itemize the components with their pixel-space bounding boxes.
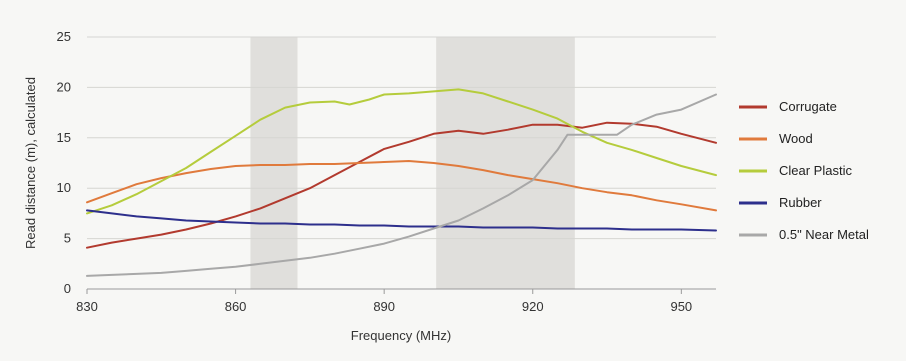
legend-label: Wood: [779, 131, 813, 146]
shaded-bands: [250, 37, 575, 289]
y-tick-label: 20: [57, 79, 71, 94]
x-tick-label: 950: [670, 299, 692, 314]
x-tick-label: 830: [76, 299, 98, 314]
y-tick-label: 15: [57, 130, 71, 145]
legend-label: 0.5" Near Metal: [779, 227, 869, 242]
series-line-0: [86, 121, 717, 249]
series-line-3: [86, 209, 717, 232]
shaded-band-1: [436, 37, 575, 289]
x-tick-label: 890: [373, 299, 395, 314]
x-tick-label: 860: [225, 299, 247, 314]
legend-label: Rubber: [779, 195, 822, 210]
x-axis-title: Frequency (MHz): [351, 328, 451, 343]
x-tick-label: 920: [522, 299, 544, 314]
y-tick-label: 0: [64, 281, 71, 296]
shaded-band-0: [250, 37, 298, 289]
x-tick-labels: 830 860 890 920 950: [76, 289, 692, 314]
legend: Corrugate Wood Clear Plastic Rubber 0.5" Nea…: [739, 99, 869, 242]
y-tick-label: 5: [64, 231, 71, 246]
series-line-4: [86, 93, 717, 277]
y-tick-label: 10: [57, 180, 71, 195]
series-line-2: [86, 88, 717, 215]
y-tick-label: 25: [57, 29, 71, 44]
y-axis-title: Read distance (m), calculated: [23, 77, 38, 249]
y-tick-labels: 0 5 10 15 20 25: [57, 29, 71, 296]
legend-label: Corrugate: [779, 99, 837, 114]
legend-label: Clear Plastic: [779, 163, 852, 178]
series-lines: [86, 88, 717, 277]
series-line-1: [86, 160, 717, 212]
gridlines: [87, 36, 716, 290]
